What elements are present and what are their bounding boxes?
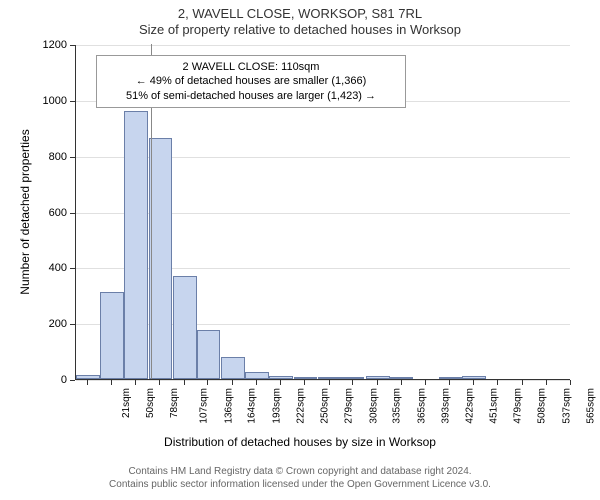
xtick-mark [329, 380, 330, 385]
xtick-mark [207, 380, 208, 385]
x-axis-label: Distribution of detached houses by size … [0, 435, 600, 449]
histogram-bar [245, 372, 269, 379]
xtick-mark [87, 380, 88, 385]
xtick-mark [159, 380, 160, 385]
xtick-label: 279sqm [344, 388, 355, 424]
ytick-label: 200 [35, 318, 67, 330]
xtick-mark [522, 380, 523, 385]
xtick-label: 508sqm [537, 388, 548, 424]
annotation-callout: 2 WAVELL CLOSE: 110sqm ← 49% of detached… [96, 55, 406, 108]
xtick-label: 21sqm [121, 388, 132, 418]
ytick-mark [70, 324, 75, 325]
histogram-bar [124, 111, 148, 379]
xtick-mark [497, 380, 498, 385]
histogram-bar [390, 377, 414, 379]
xtick-label: 136sqm [223, 388, 234, 424]
xtick-label: 393sqm [440, 388, 451, 424]
histogram-bar [173, 276, 197, 379]
gridline [76, 380, 570, 381]
xtick-label: 537sqm [562, 388, 573, 424]
histogram-bar [197, 330, 221, 379]
ytick-label: 1000 [35, 95, 67, 107]
histogram-chart: 2, WAVELL CLOSE, WORKSOP, S81 7RL Size o… [0, 0, 600, 500]
xtick-mark [135, 380, 136, 385]
xtick-label: 565sqm [585, 388, 596, 424]
xtick-mark [546, 380, 547, 385]
xtick-label: 193sqm [271, 388, 282, 424]
xtick-label: 107sqm [199, 388, 210, 424]
histogram-bar [439, 377, 463, 379]
ytick-mark [70, 268, 75, 269]
ytick-label: 0 [35, 374, 67, 386]
ytick-label: 1200 [35, 39, 67, 51]
xtick-mark [352, 380, 353, 385]
ytick-label: 400 [35, 262, 67, 274]
xtick-label: 222sqm [296, 388, 307, 424]
ytick-label: 800 [35, 151, 67, 163]
attribution-text: Contains HM Land Registry data © Crown c… [0, 465, 600, 491]
xtick-mark [425, 380, 426, 385]
xtick-mark [570, 380, 571, 385]
histogram-bar [76, 375, 100, 379]
xtick-label: 451sqm [489, 388, 500, 424]
xtick-mark [377, 380, 378, 385]
y-axis-label: Number of detached properties [18, 112, 32, 312]
xtick-mark [184, 380, 185, 385]
ytick-label: 600 [35, 207, 67, 219]
xtick-label: 422sqm [465, 388, 476, 424]
histogram-bar [318, 377, 342, 379]
histogram-bar [341, 377, 365, 379]
xtick-label: 250sqm [319, 388, 330, 424]
histogram-bar [269, 376, 293, 379]
xtick-label: 335sqm [391, 388, 402, 424]
ytick-mark [70, 213, 75, 214]
histogram-bar [462, 376, 486, 379]
histogram-bar [221, 357, 245, 379]
xtick-label: 479sqm [513, 388, 524, 424]
xtick-label: 164sqm [247, 388, 258, 424]
xtick-label: 365sqm [416, 388, 427, 424]
xtick-mark [449, 380, 450, 385]
ytick-mark [70, 45, 75, 46]
callout-line-3: 51% of semi-detached houses are larger (… [105, 89, 397, 103]
ytick-mark [70, 101, 75, 102]
xtick-mark [280, 380, 281, 385]
histogram-bar [149, 138, 173, 379]
histogram-bar [366, 376, 390, 379]
callout-line-2: ← 49% of detached houses are smaller (1,… [105, 74, 397, 88]
attribution-line-1: Contains HM Land Registry data © Crown c… [0, 465, 600, 478]
ytick-mark [70, 380, 75, 381]
histogram-bar [294, 377, 318, 379]
xtick-label: 50sqm [145, 388, 156, 418]
ytick-mark [70, 157, 75, 158]
chart-subtitle: Size of property relative to detached ho… [0, 22, 600, 37]
callout-line-1: 2 WAVELL CLOSE: 110sqm [105, 60, 397, 74]
xtick-mark [304, 380, 305, 385]
attribution-line-2: Contains public sector information licen… [0, 478, 600, 491]
xtick-mark [111, 380, 112, 385]
histogram-bar [100, 292, 124, 379]
xtick-mark [473, 380, 474, 385]
address-title: 2, WAVELL CLOSE, WORKSOP, S81 7RL [0, 6, 600, 21]
xtick-mark [232, 380, 233, 385]
xtick-mark [401, 380, 402, 385]
xtick-mark [256, 380, 257, 385]
xtick-label: 308sqm [368, 388, 379, 424]
xtick-label: 78sqm [169, 388, 180, 418]
